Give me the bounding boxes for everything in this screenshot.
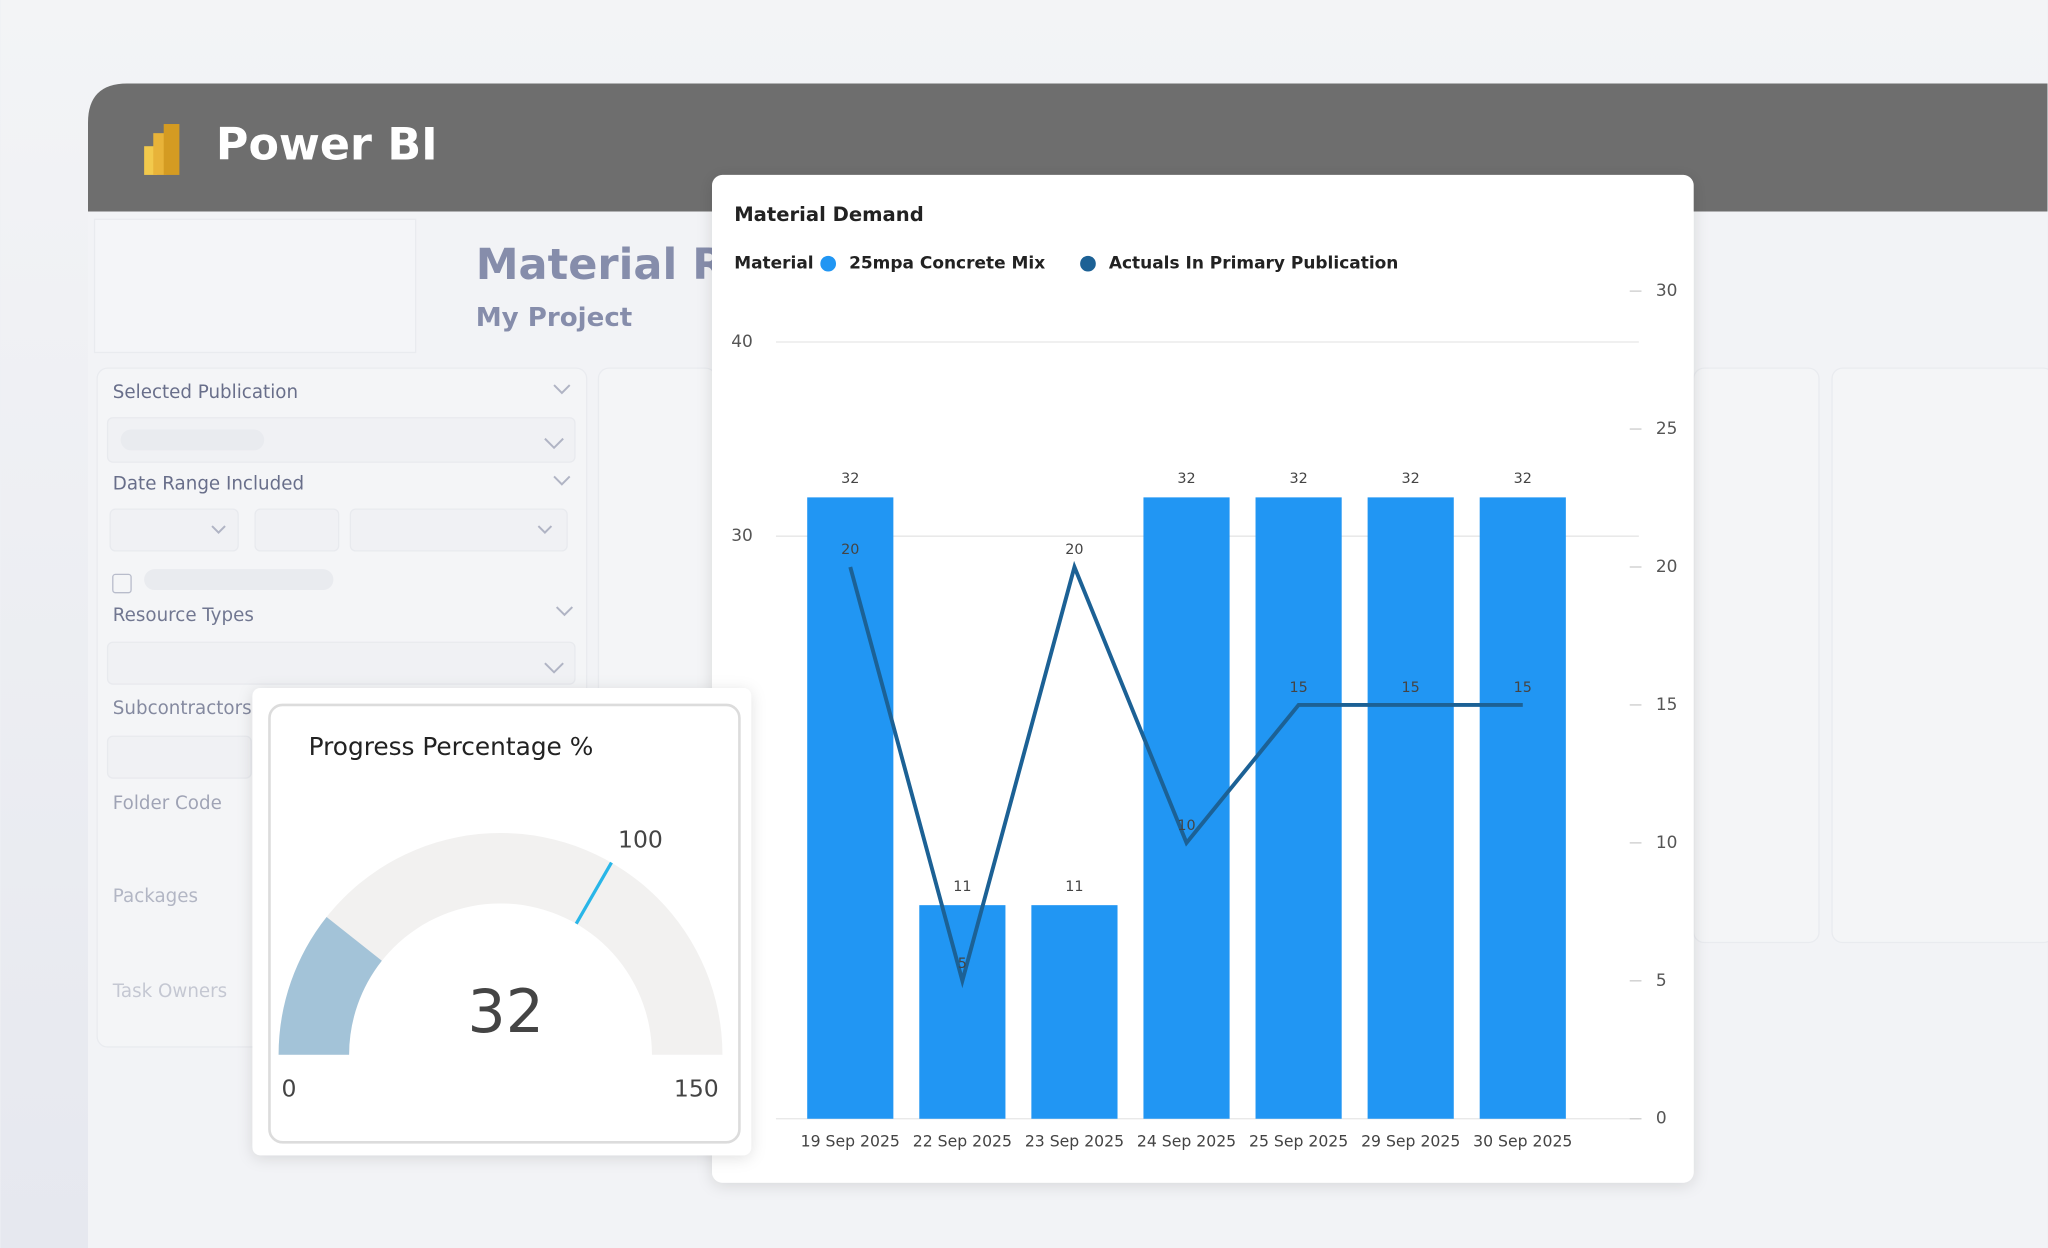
placeholder xyxy=(144,569,334,591)
legend-label: Actuals In Primary Publication xyxy=(1109,254,1399,274)
logo-box xyxy=(93,218,417,354)
dropdown xyxy=(106,641,576,685)
dropdown xyxy=(349,508,568,552)
gauge-frame xyxy=(268,703,741,1144)
filter-label: Task Owners xyxy=(112,981,227,1002)
line-label: 15 xyxy=(1514,680,1532,696)
line-label: 15 xyxy=(1289,680,1307,696)
x-tick-label: 30 Sep 2025 xyxy=(1473,1132,1572,1151)
x-tick-label: 23 Sep 2025 xyxy=(1025,1132,1124,1151)
y2-tick-label: 15 xyxy=(1656,695,1678,715)
legend-dot xyxy=(820,255,837,272)
bar-label: 32 xyxy=(1177,471,1195,487)
input xyxy=(254,508,340,552)
gauge-max-label: 150 xyxy=(674,1075,719,1103)
bar xyxy=(807,497,894,1119)
bar-label: 11 xyxy=(953,879,971,895)
x-tick-label: 29 Sep 2025 xyxy=(1361,1132,1460,1151)
gauge-title: Progress Percentage % xyxy=(309,732,594,761)
filter-label: Folder Code xyxy=(113,793,222,814)
bar-label: 32 xyxy=(1402,471,1420,487)
x-tick-label: 25 Sep 2025 xyxy=(1249,1132,1348,1151)
calendar-icon xyxy=(112,573,132,594)
dropdown xyxy=(106,417,576,463)
bar xyxy=(1031,905,1118,1119)
filter-label: Packages xyxy=(113,886,198,907)
placeholder xyxy=(120,429,265,451)
legend-dot xyxy=(1080,255,1096,272)
report-subtitle: My Project xyxy=(476,303,633,333)
gauge-value xyxy=(278,916,382,1055)
y2-tick-label: 25 xyxy=(1656,419,1678,439)
y-tick-label: 40 xyxy=(731,332,753,352)
y2-tick-label: 0 xyxy=(1656,1109,1667,1129)
panel xyxy=(1693,367,1820,944)
gauge-chart: Progress Percentage % 100 32 0 150 xyxy=(278,732,723,1103)
bar-label: 32 xyxy=(1289,471,1307,487)
filter-labels: Selected Publication Date Range Included R… xyxy=(112,382,304,1002)
legend-label: 25mpa Concrete Mix xyxy=(849,254,1045,274)
filter-label: Selected Publication xyxy=(113,382,298,403)
app-logo xyxy=(144,124,180,175)
panel xyxy=(1831,367,2048,944)
combo-chart: Material Demand Material 25mpa Concrete Mi… xyxy=(731,203,1677,1151)
line-label: 20 xyxy=(1065,542,1083,558)
y2-tick-label: 20 xyxy=(1656,557,1678,577)
bar-label: 32 xyxy=(841,471,859,487)
filter-label: Date Range Included xyxy=(113,473,304,494)
chart-title: Material Demand xyxy=(734,203,924,226)
x-tick-label: 24 Sep 2025 xyxy=(1137,1132,1236,1151)
dropdown xyxy=(109,508,239,552)
x-tick-label: 22 Sep 2025 xyxy=(913,1132,1012,1151)
app-title: Power BI xyxy=(216,120,438,171)
line xyxy=(848,560,1523,989)
line-label: 5 xyxy=(958,956,967,972)
legend-title: Material xyxy=(734,254,813,274)
filter-label: Resource Types xyxy=(113,605,254,626)
dropdown xyxy=(106,735,252,779)
bar-label: 32 xyxy=(1514,471,1532,487)
line-label: 15 xyxy=(1402,680,1420,696)
chevrons xyxy=(211,384,574,674)
y2-tick-label: 5 xyxy=(1656,971,1667,991)
y2-tick-label: 10 xyxy=(1656,833,1678,853)
gauge-target-label: 100 xyxy=(618,825,663,853)
filter-label: Subcontractors xyxy=(113,698,252,719)
bar xyxy=(919,905,1006,1119)
gauge-target xyxy=(574,861,613,925)
bar-label: 11 xyxy=(1065,879,1083,895)
bar xyxy=(1255,497,1342,1119)
line-label: 20 xyxy=(841,542,859,558)
gauge-value-label: 32 xyxy=(468,977,544,1047)
y-tick-label: 30 xyxy=(731,526,753,546)
bar xyxy=(1479,497,1566,1119)
gauge-min-label: 0 xyxy=(282,1075,297,1103)
bar xyxy=(1367,497,1454,1119)
report-title: Material Re xyxy=(476,240,755,290)
gauge-track xyxy=(278,832,723,1055)
line-label: 10 xyxy=(1177,818,1195,834)
y2-tick-label: 30 xyxy=(1656,281,1678,301)
x-tick-label: 19 Sep 2025 xyxy=(801,1132,900,1151)
